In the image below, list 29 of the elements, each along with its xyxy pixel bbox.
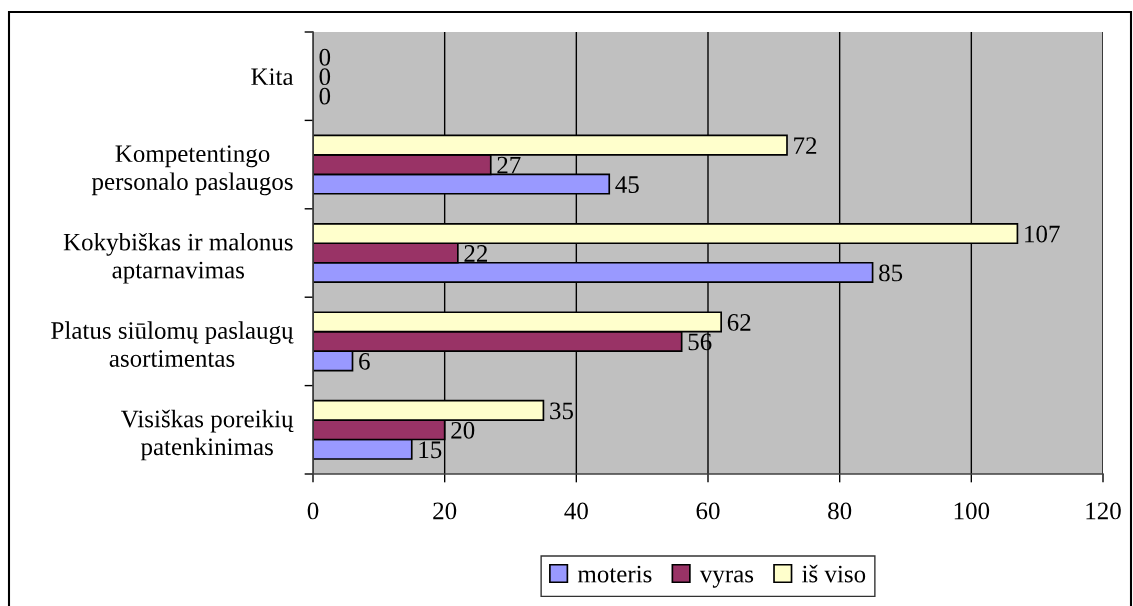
y-tick-label: Kita xyxy=(251,68,294,86)
data-label: 6 xyxy=(359,352,370,370)
data-label: 0 xyxy=(319,68,331,86)
x-tick-label: 40 xyxy=(564,502,588,520)
y-tick-label: Kompetentingo personalo paslaugos xyxy=(91,145,293,196)
x-tick-label: 0 xyxy=(307,502,319,520)
x-tick-label: 20 xyxy=(433,502,457,520)
x-tick-label: 60 xyxy=(696,502,720,520)
data-label: 20 xyxy=(451,421,475,439)
x-tick-label: 80 xyxy=(828,502,852,520)
y-tick-label: Platus siūlomų paslaugų asortimentas xyxy=(51,321,294,367)
data-label: 15 xyxy=(419,441,442,459)
data-label: 27 xyxy=(497,156,521,174)
legend-label: moteris xyxy=(577,565,652,583)
x-tick-label: 120 xyxy=(1086,502,1121,520)
data-label: 0 xyxy=(319,87,331,105)
data-label: 0 xyxy=(319,48,331,66)
data-label: 107 xyxy=(1025,225,1060,243)
data-label: 45 xyxy=(615,176,639,193)
data-label: 72 xyxy=(794,137,817,154)
data-label: 35 xyxy=(550,402,573,420)
data-label: 85 xyxy=(879,264,903,282)
data-label: 62 xyxy=(727,314,751,331)
legend-label: vyras xyxy=(699,570,754,588)
data-label: 22 xyxy=(464,245,488,262)
x-tick-label: 100 xyxy=(954,502,990,520)
y-tick-label: Kokybiškas ir malonus aptarnavimas xyxy=(63,232,293,284)
y-tick-label: Visiškas poreikių patenkinimas xyxy=(121,409,294,461)
legend-label: iš viso xyxy=(802,564,866,583)
